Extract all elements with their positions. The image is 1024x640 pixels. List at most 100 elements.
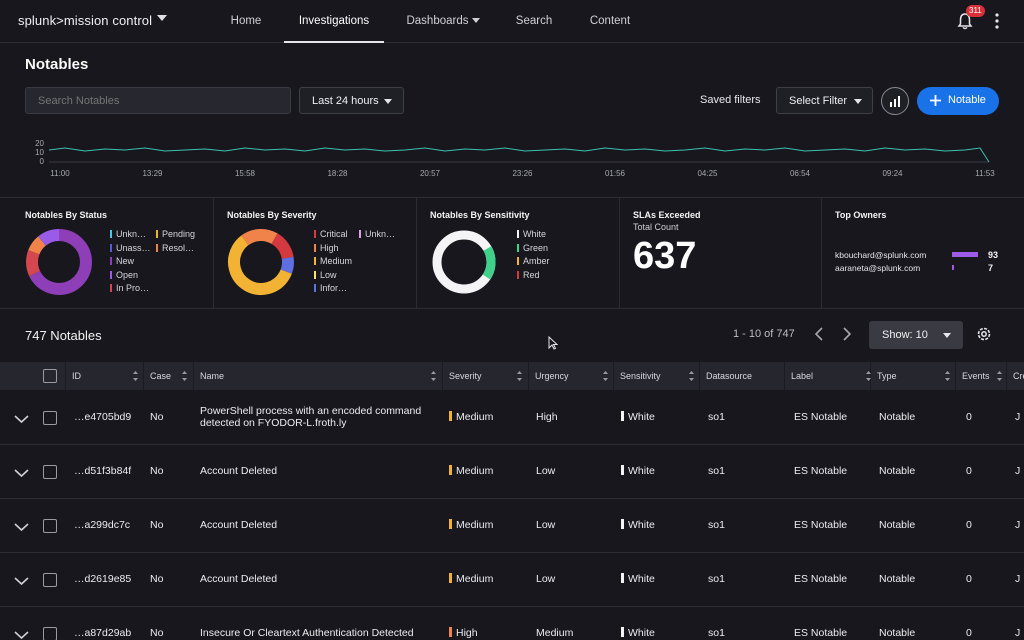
select-filter-dropdown[interactable]: Select Filter [776,87,873,114]
notable-name-line1: Account Deleted [200,573,278,585]
sort-icon[interactable] [182,371,187,381]
notable-id[interactable]: …d51f3b84f [74,465,132,477]
column-datasource[interactable]: Datasource [699,362,784,390]
sensitivity-value: White [621,465,655,477]
sort-icon[interactable] [866,371,871,381]
table-row[interactable]: …a299dc7c No Account Deleted Medium Low White… [0,499,1024,553]
gear-icon[interactable] [975,325,993,343]
chevron-down-icon[interactable] [14,576,29,586]
legend-item: Pending [156,228,195,242]
column-label[interactable]: Label [784,362,870,390]
notable-name[interactable]: Account Deleted [200,573,277,585]
chevron-down-icon [854,99,862,104]
legend-item: White [517,228,550,242]
nav-search[interactable]: Search [515,15,553,27]
page-title: Notables [25,56,89,73]
app-switcher-caret-icon[interactable] [157,15,167,21]
sort-icon[interactable] [689,371,694,381]
x-tick-label: 04:25 [697,169,718,178]
chart-toggle-button[interactable] [881,87,909,115]
row-checkbox[interactable] [43,519,57,533]
column-events[interactable]: Events [955,362,1006,390]
slice-open [26,229,92,295]
new-notable-button[interactable]: Notable [917,87,999,115]
nav-home[interactable]: Home [230,15,262,27]
severity-indicator [449,519,452,529]
datasource-value: so1 [708,519,725,531]
table-row[interactable]: …a87d29ab No Insecure Or Cleartext Authent… [0,607,1024,640]
owner-name[interactable]: aaraneta@splunk.com [835,263,921,273]
notables-timeline-chart[interactable]: 20 10 0 11:00 13:29 15:58 18:28 20:57 23:26 01… [25,138,1000,186]
urgency-value: Low [536,519,556,531]
app-logo[interactable]: splunk>mission control [18,13,153,28]
legend-item: Medium [314,255,352,269]
saved-filters-link[interactable]: Saved filters [700,94,761,106]
search-input[interactable] [25,87,291,114]
sensitivity-indicator [621,627,624,637]
top-nav: splunk>mission control Home Investigatio… [0,0,1024,43]
more-menu-icon[interactable] [992,12,1002,30]
notable-id[interactable]: …a87d29ab [74,627,132,639]
x-tick-label: 20:57 [420,169,441,178]
legend-item: Unkn… [110,228,151,242]
datasource-value: so1 [708,573,725,585]
chevron-down-icon[interactable] [14,630,29,640]
sort-icon[interactable] [517,371,522,381]
column-created[interactable]: Cre [1006,362,1024,390]
prev-page-icon[interactable] [812,325,826,343]
sensitivity-donut-chart[interactable] [430,228,498,296]
page-size-select[interactable]: Show: 10 [869,321,963,349]
sla-panel: SLAs Exceeded Total Count 637 [620,198,822,309]
nav-content[interactable]: Content [589,15,631,27]
severity-indicator [449,573,452,583]
column-type[interactable]: Type [870,362,955,390]
legend-item: Unkn… [359,228,395,242]
chevron-down-icon[interactable] [14,414,29,424]
label-value: ES Notable [794,411,848,423]
sort-icon[interactable] [945,371,950,381]
sensitivity-indicator [621,411,624,421]
owner-name[interactable]: kbouchard@splunk.com [835,250,927,260]
table-row[interactable]: …d51f3b84f No Account Deleted Medium Low Whit… [0,445,1024,499]
column-sensitivity[interactable]: Sensitivity [613,362,699,390]
notable-name[interactable]: Insecure Or Cleartext Authentication Det… [200,627,414,639]
notable-id[interactable]: …a299dc7c [74,519,131,531]
severity-legend: Critical High Medium Low Infor… [314,228,352,296]
column-id[interactable]: ID [65,362,143,390]
label-value: ES Notable [794,519,848,531]
notable-id[interactable]: …d2619e85 [74,573,132,585]
time-range-picker[interactable]: Last 24 hours [299,87,404,114]
sort-icon[interactable] [603,371,608,381]
case-value: No [150,411,164,423]
column-urgency[interactable]: Urgency [528,362,613,390]
row-checkbox[interactable] [43,465,57,479]
column-name[interactable]: Name [193,362,442,390]
row-checkbox[interactable] [43,627,57,640]
status-donut-chart[interactable] [25,228,93,296]
notable-name[interactable]: PowerShell process with an encoded comma… [200,405,421,429]
row-checkbox[interactable] [43,411,57,425]
sort-icon[interactable] [997,371,1002,381]
page-size-label: Show: 10 [882,329,928,341]
notable-id[interactable]: …e4705bd9 [74,411,132,423]
severity-legend-col2: Unkn… [359,228,395,242]
owners-panel: Top Owners kbouchard@splunk.com 93 aaran… [822,198,1024,309]
notable-name[interactable]: Account Deleted [200,465,277,477]
next-page-icon[interactable] [840,325,854,343]
legend-item: High [314,242,352,256]
sort-icon[interactable] [431,371,436,381]
column-severity[interactable]: Severity [442,362,528,390]
table-row[interactable]: …d2619e85 No Account Deleted Medium Low White… [0,553,1024,607]
column-case[interactable]: Case [143,362,193,390]
notable-name[interactable]: Account Deleted [200,519,277,531]
datasource-value: so1 [708,411,725,423]
table-row[interactable]: …e4705bd9 No PowerShell process with an en… [0,391,1024,445]
chevron-down-icon[interactable] [14,468,29,478]
row-checkbox[interactable] [43,573,57,587]
sort-icon[interactable] [133,371,138,381]
select-all-checkbox[interactable] [43,369,57,383]
chevron-down-icon[interactable] [14,522,29,532]
nav-investigations[interactable]: Investigations [284,0,384,43]
nav-dashboards[interactable]: Dashboards [398,0,488,43]
severity-donut-chart[interactable] [227,228,295,296]
